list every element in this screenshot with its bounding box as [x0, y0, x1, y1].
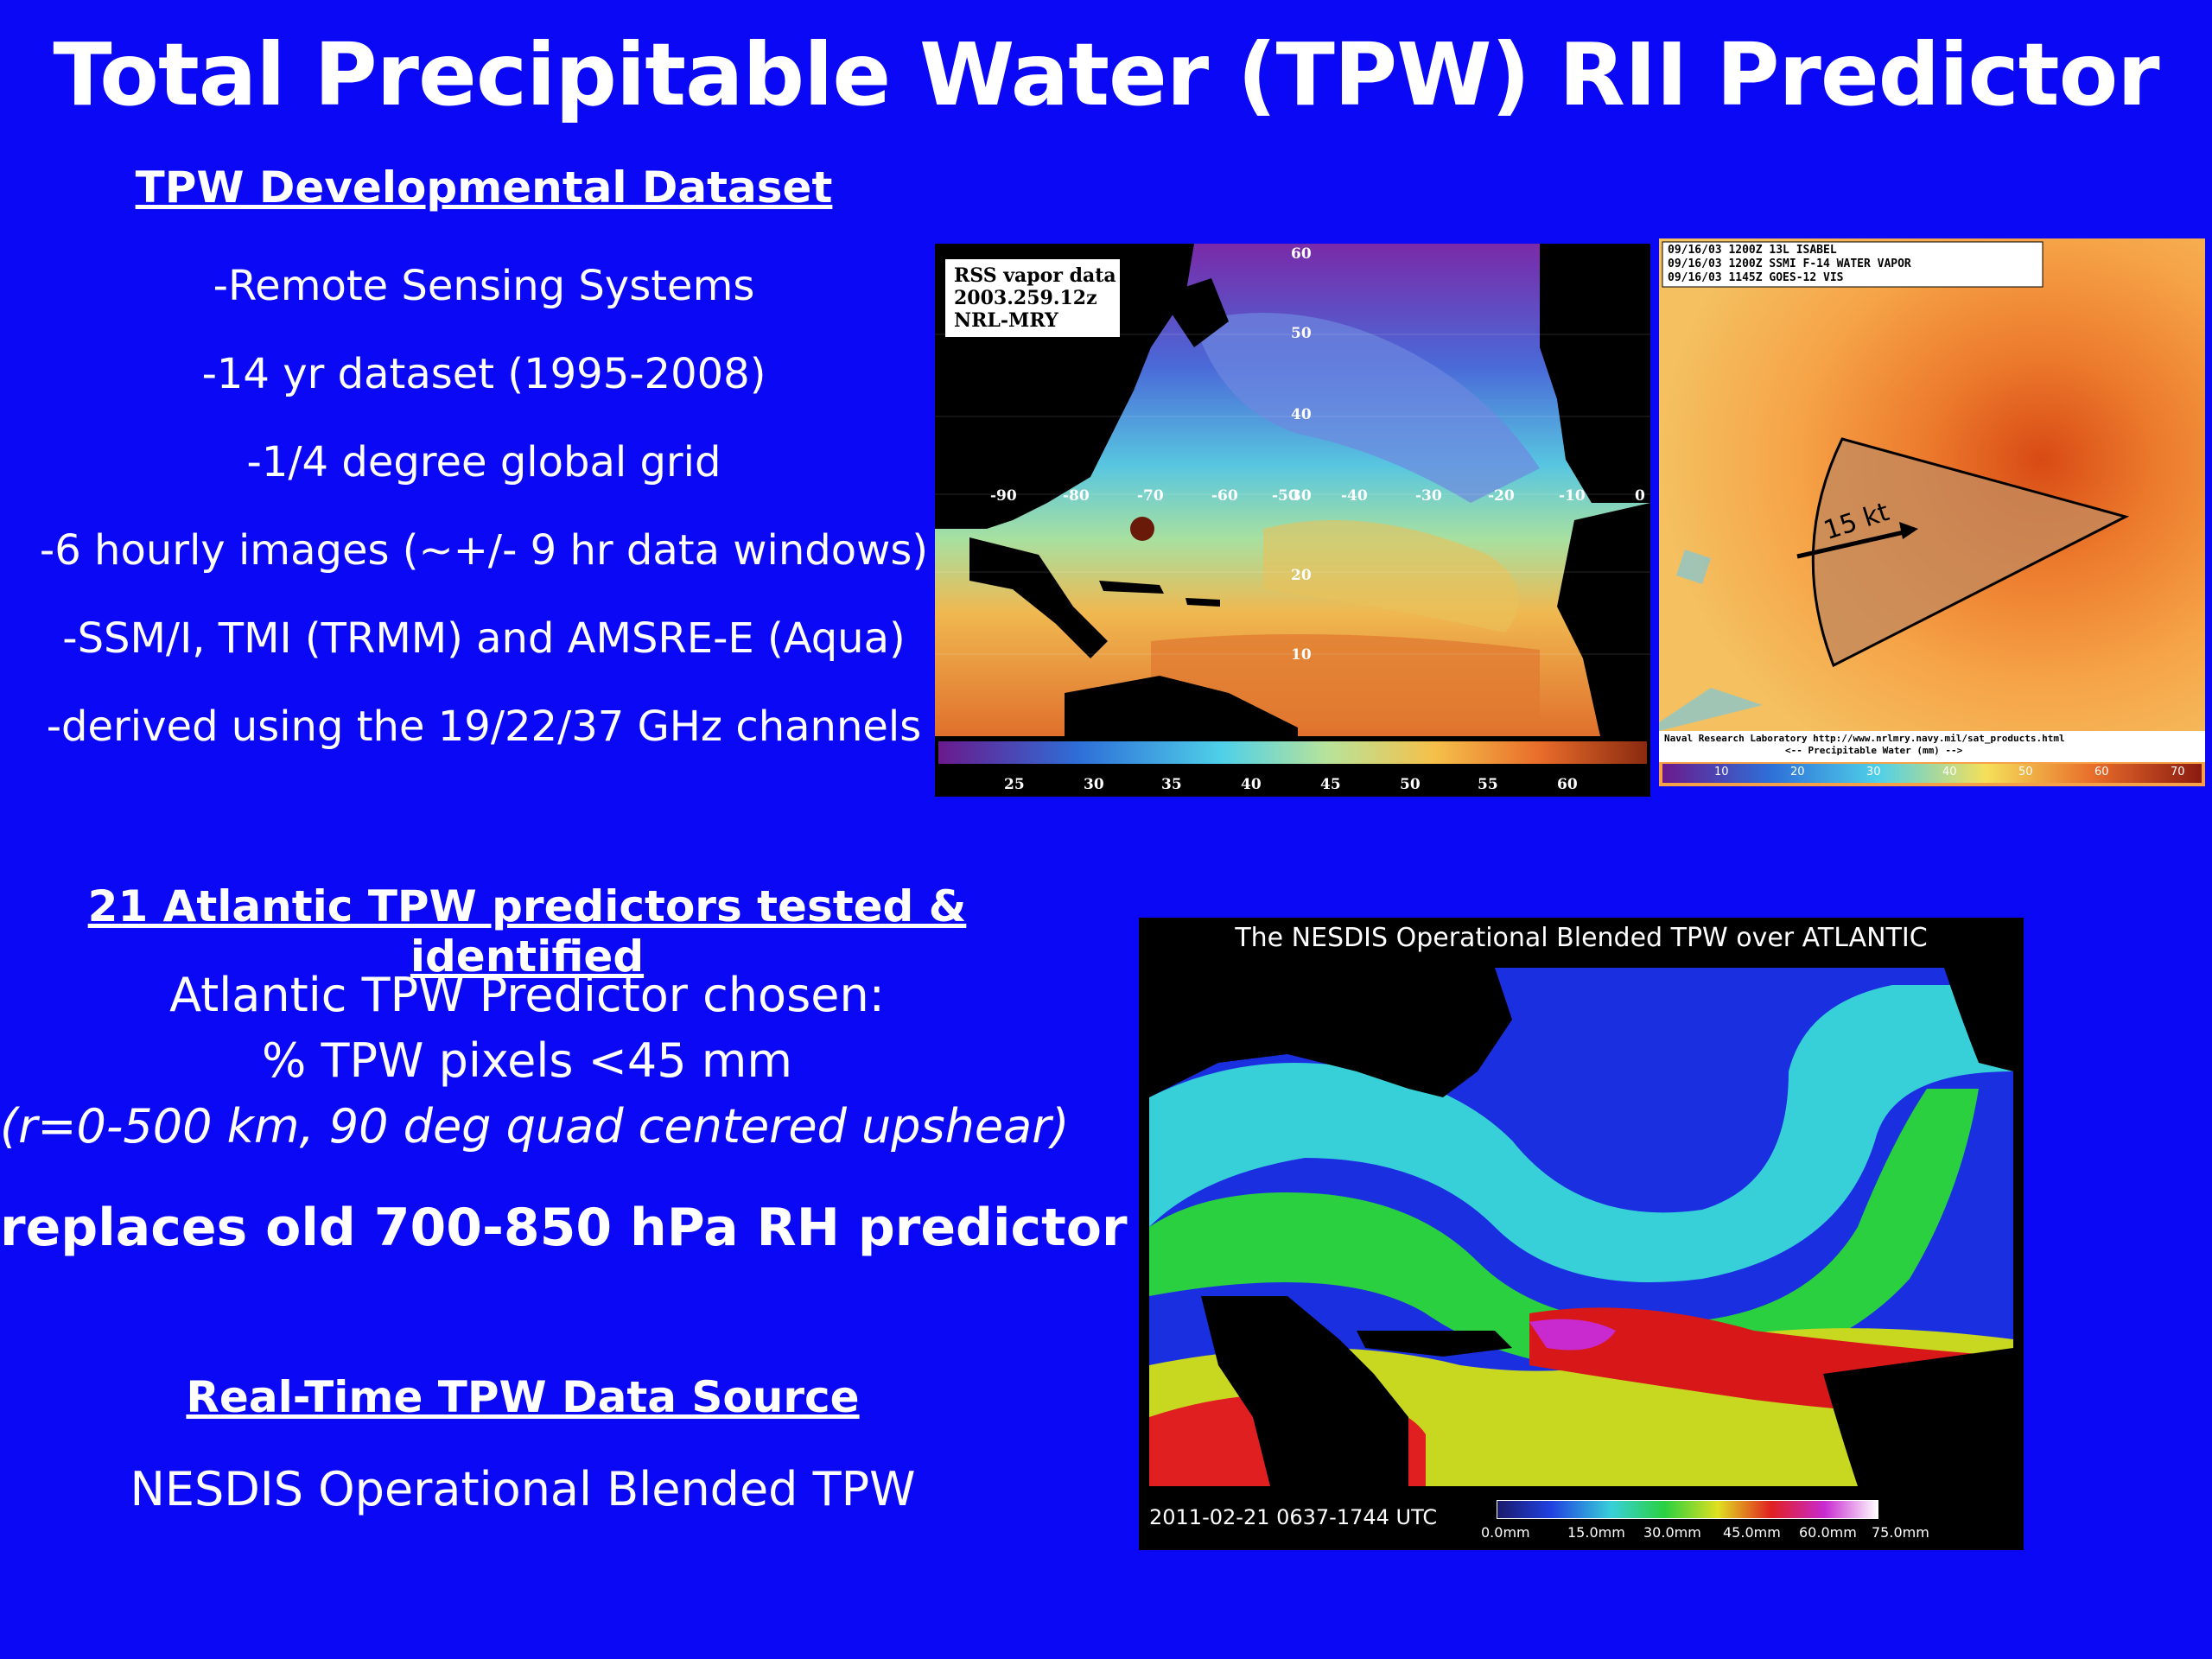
- isabel-vapor-map-graphic: [1659, 238, 2205, 762]
- bullet-item: -14 yr dataset (1995-2008): [201, 350, 766, 398]
- predictor-chosen-line: % TPW pixels <45 mm: [261, 1033, 792, 1088]
- colorbar-tick: 25: [1004, 776, 1025, 793]
- lat-tick: 50: [1291, 325, 1312, 342]
- colorbar-tick: 60: [2094, 766, 2109, 779]
- rss-vapor-map-graphic: [935, 244, 1650, 736]
- dev-dataset-heading: TPW Developmental Dataset: [135, 162, 833, 213]
- rss-colorbar: [938, 741, 1647, 764]
- colorbar-tick: 20: [1790, 766, 1805, 779]
- isabel-vapor-map: 09/16/03 1200Z 13L ISABEL 09/16/03 1200Z…: [1659, 238, 2205, 786]
- rss-label-line: RSS vapor data: [954, 264, 1116, 287]
- colorbar-tick: 70: [2171, 766, 2185, 779]
- colorbar-tick: 10: [1714, 766, 1729, 779]
- nesdis-colorbar: [1497, 1500, 1878, 1519]
- lon-tick: -20: [1488, 487, 1515, 505]
- rss-label-line: 2003.259.12z: [954, 287, 1097, 309]
- slide-title: Total Precipitable Water (TPW) RII Predi…: [53, 24, 2159, 125]
- bullet-item: -1/4 degree global grid: [246, 438, 721, 486]
- rss-vapor-map: RSS vapor data 2003.259.12z NRL-MRY 60 5…: [935, 244, 1650, 797]
- isabel-footer-line: Naval Research Laboratory http://www.nrl…: [1664, 733, 2065, 744]
- isabel-footer: Naval Research Laboratory http://www.nrl…: [1664, 733, 2065, 757]
- bullet-item: -6 hourly images (~+/- 9 hr data windows…: [39, 526, 929, 575]
- lon-tick: 0: [1635, 487, 1645, 505]
- lat-tick: 30: [1291, 487, 1312, 505]
- isabel-header: 09/16/03 1200Z 13L ISABEL 09/16/03 1200Z…: [1668, 244, 1911, 285]
- nesdis-date-range: 2011-02-21 0637-1744 UTC: [1149, 1505, 1438, 1529]
- predictor-chosen-line: Atlantic TPW Predictor chosen:: [169, 968, 885, 1022]
- colorbar-tick: 30.0mm: [1643, 1524, 1701, 1541]
- isabel-header-line: 09/16/03 1200Z 13L ISABEL: [1668, 244, 1837, 257]
- colorbar-tick: 30: [1866, 766, 1881, 779]
- lon-tick: -40: [1341, 487, 1368, 505]
- lat-tick: 20: [1291, 567, 1312, 584]
- bullet-item: -Remote Sensing Systems: [213, 262, 755, 310]
- replaces-line: replaces old 700-850 hPa RH predictor: [0, 1198, 1128, 1258]
- colorbar-tick: 45.0mm: [1723, 1524, 1781, 1541]
- nesdis-map-graphic: [1149, 968, 2013, 1486]
- lon-tick: -30: [1415, 487, 1442, 505]
- colorbar-tick: 50: [2018, 766, 2033, 779]
- colorbar-tick: 60.0mm: [1799, 1524, 1857, 1541]
- rss-map-label: RSS vapor data 2003.259.12z NRL-MRY: [954, 264, 1116, 332]
- isabel-header-line: 09/16/03 1200Z SSMI F-14 WATER VAPOR: [1668, 257, 1911, 270]
- predictor-chosen-line: (r=0-500 km, 90 deg quad centered upshea…: [0, 1099, 1070, 1154]
- colorbar-tick: 60: [1557, 776, 1578, 793]
- lon-tick: -60: [1211, 487, 1238, 505]
- isabel-footer-line: <-- Precipitable Water (mm) -->: [1785, 745, 1963, 756]
- lat-tick: 10: [1291, 646, 1312, 664]
- colorbar-tick: 15.0mm: [1567, 1524, 1625, 1541]
- lon-tick: -50: [1272, 487, 1299, 505]
- lon-tick: -90: [990, 487, 1017, 505]
- realtime-source: NESDIS Operational Blended TPW: [130, 1462, 916, 1516]
- colorbar-tick: 35: [1161, 776, 1182, 793]
- rss-label-line: NRL-MRY: [954, 309, 1058, 332]
- realtime-heading: Real-Time TPW Data Source: [186, 1372, 860, 1422]
- colorbar-tick: 0.0mm: [1481, 1524, 1530, 1541]
- colorbar-tick: 75.0mm: [1872, 1524, 1929, 1541]
- colorbar-tick: 50: [1400, 776, 1421, 793]
- colorbar-tick: 55: [1478, 776, 1498, 793]
- bullet-item: -SSM/I, TMI (TRMM) and AMSRE-E (Aqua): [62, 614, 906, 663]
- colorbar-tick: 30: [1084, 776, 1104, 793]
- lat-tick: 60: [1291, 245, 1312, 263]
- lon-tick: -80: [1063, 487, 1090, 505]
- colorbar-tick: 40: [1942, 766, 1957, 779]
- bullet-item: -derived using the 19/22/37 GHz channels: [46, 702, 922, 751]
- colorbar-tick: 40: [1241, 776, 1262, 793]
- lon-tick: -10: [1559, 487, 1586, 505]
- predictors-heading: 21 Atlantic TPW predictors tested & iden…: [87, 881, 967, 982]
- lat-tick: 40: [1291, 406, 1312, 423]
- isabel-colorbar: 10 20 30 40 50 60 70: [1662, 764, 2202, 783]
- colorbar-tick: 45: [1320, 776, 1341, 793]
- dev-dataset-bullets: -Remote Sensing Systems -14 yr dataset (…: [35, 242, 933, 771]
- isabel-header-line: 09/16/03 1145Z GOES-12 VIS: [1668, 271, 1844, 284]
- nesdis-tpw-map: The NESDIS Operational Blended TPW over …: [1139, 918, 2024, 1550]
- nesdis-map-title: The NESDIS Operational Blended TPW over …: [1235, 923, 1928, 953]
- lon-tick: -70: [1137, 487, 1164, 505]
